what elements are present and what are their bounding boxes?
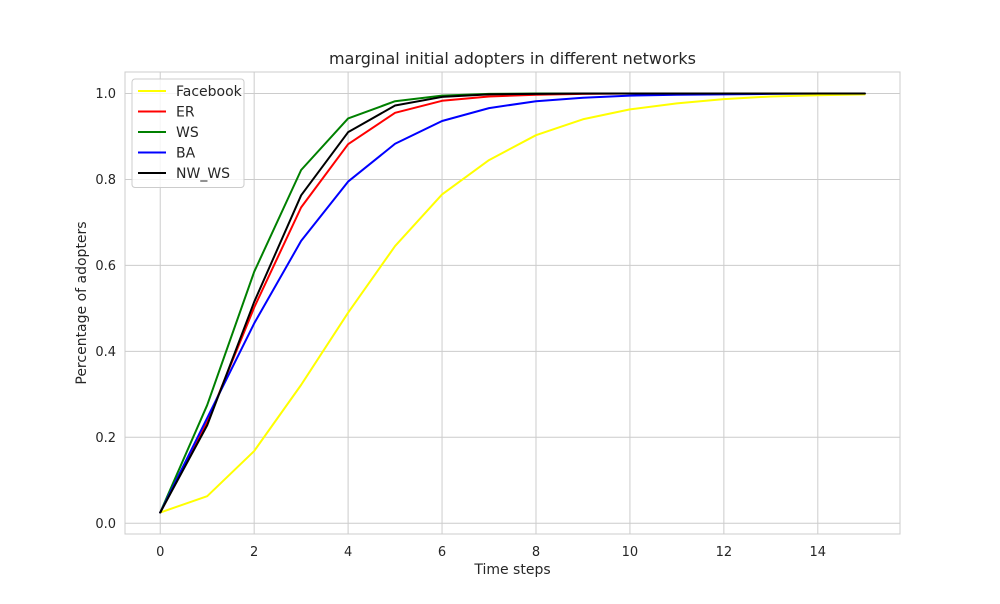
x-tick-label: 0 — [156, 545, 164, 560]
x-tick-label: 8 — [532, 545, 540, 560]
x-tick-label: 6 — [438, 545, 446, 560]
legend-label-er: ER — [176, 105, 195, 121]
y-axis-label: Percentage of adopters — [74, 221, 90, 384]
y-tick-label: 0.6 — [95, 259, 116, 274]
x-tick-label: 14 — [810, 545, 827, 560]
series-line-facebook — [159, 93, 866, 514]
y-tick-labels: 0.0 0.2 0.4 0.6 0.8 1.0 — [95, 87, 116, 532]
y-tick-label: 0.8 — [95, 173, 116, 188]
x-tick-label: 2 — [250, 545, 258, 560]
chart-title: marginal initial adopters in different n… — [329, 49, 696, 68]
legend-label-ws: WS — [176, 125, 199, 141]
plot-frame — [124, 71, 901, 535]
legend-label-facebook: Facebook — [176, 84, 243, 100]
y-tick-label: 0.4 — [95, 345, 116, 360]
x-axis-label: Time steps — [473, 562, 550, 578]
legend-label-ba: BA — [176, 146, 196, 162]
x-tick-label: 10 — [622, 545, 639, 560]
x-tick-label: 4 — [344, 545, 352, 560]
series-line-nw-ws — [159, 92, 866, 514]
legend: Facebook ER WS BA NW_WS — [131, 78, 245, 188]
legend-label-nw-ws: NW_WS — [176, 166, 230, 182]
x-tick-labels: 0 2 4 6 8 10 12 14 — [156, 545, 826, 560]
x-tick-label: 12 — [716, 545, 733, 560]
y-tick-label: 0.0 — [95, 517, 116, 532]
y-tick-label: 0.2 — [95, 431, 116, 446]
y-tick-label: 1.0 — [95, 87, 116, 102]
legend-box — [131, 78, 245, 188]
series-layer — [159, 92, 866, 514]
